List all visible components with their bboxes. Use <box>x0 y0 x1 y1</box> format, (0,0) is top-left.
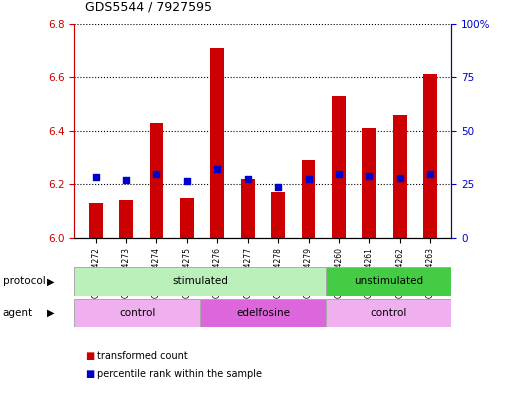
Bar <box>363 128 376 238</box>
Bar <box>74 267 326 296</box>
Point <box>183 178 191 184</box>
Point <box>365 173 373 179</box>
Bar <box>332 96 346 238</box>
Bar <box>210 48 224 238</box>
Bar <box>89 203 103 238</box>
Text: unstimulated: unstimulated <box>354 276 423 286</box>
Bar <box>119 200 133 238</box>
Text: percentile rank within the sample: percentile rank within the sample <box>97 369 263 379</box>
Bar <box>74 299 200 327</box>
Bar <box>423 74 437 238</box>
Text: control: control <box>370 308 407 318</box>
Point <box>335 170 343 176</box>
Text: ■: ■ <box>85 369 94 379</box>
Point <box>274 184 282 191</box>
Bar <box>326 299 451 327</box>
Point <box>91 174 100 180</box>
Point <box>152 170 161 176</box>
Point <box>426 170 435 176</box>
Bar <box>200 299 326 327</box>
Text: stimulated: stimulated <box>172 276 228 286</box>
Point <box>213 166 222 173</box>
Point <box>122 177 130 183</box>
Bar <box>241 179 254 238</box>
Point <box>244 176 252 182</box>
Point <box>304 176 312 182</box>
Point <box>396 174 404 181</box>
Text: agent: agent <box>3 308 33 318</box>
Bar <box>393 115 407 238</box>
Bar <box>150 123 163 238</box>
Text: transformed count: transformed count <box>97 351 188 361</box>
Text: control: control <box>119 308 155 318</box>
Bar <box>326 267 451 296</box>
Bar <box>180 198 194 238</box>
Bar <box>302 160 315 238</box>
Text: ▶: ▶ <box>47 308 54 318</box>
Text: GDS5544 / 7927595: GDS5544 / 7927595 <box>85 1 212 14</box>
Text: protocol: protocol <box>3 276 45 286</box>
Bar <box>271 192 285 238</box>
Text: ■: ■ <box>85 351 94 361</box>
Text: ▶: ▶ <box>47 276 54 286</box>
Text: edelfosine: edelfosine <box>236 308 290 318</box>
